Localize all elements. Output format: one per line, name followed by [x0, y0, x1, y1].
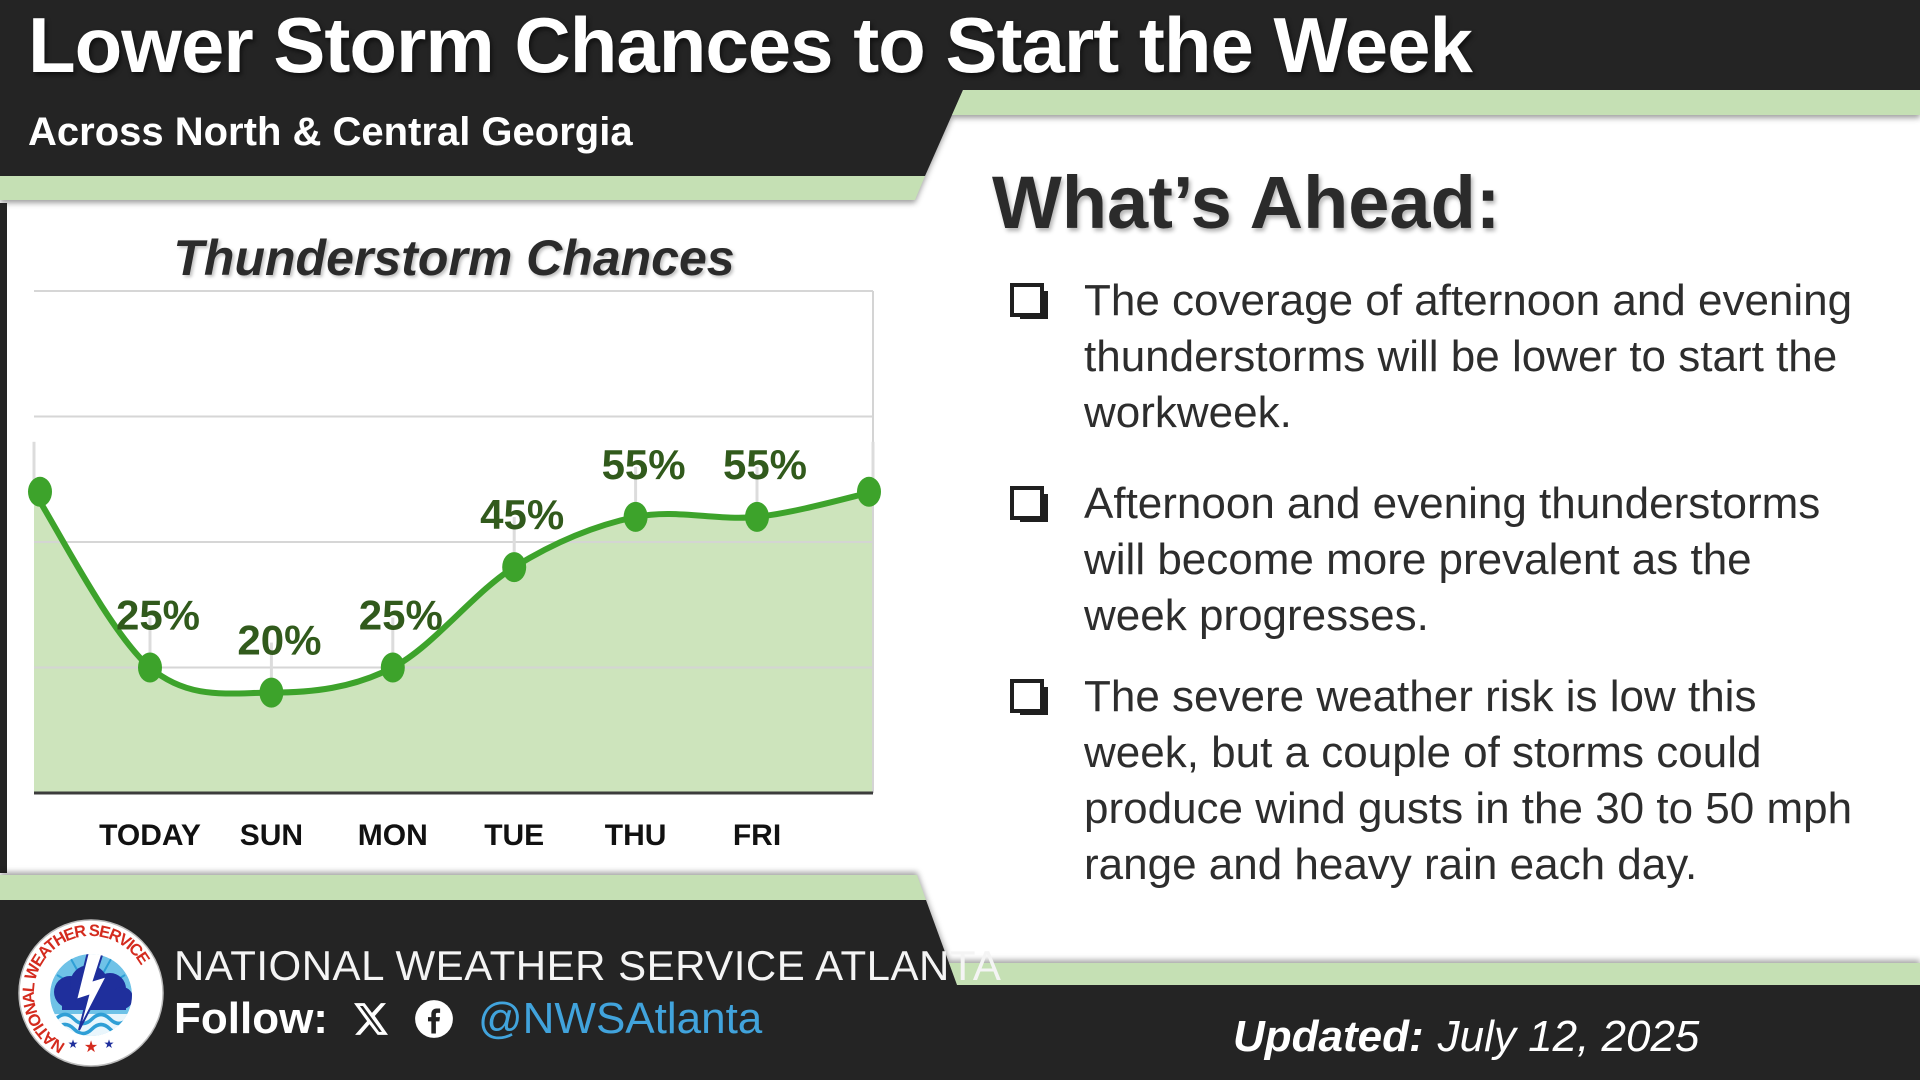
footer-green-band-left	[0, 875, 926, 900]
nws-logo: NATIONAL WEATHER SERVICE ★	[18, 919, 164, 1067]
category-label: FRI	[733, 819, 781, 852]
data-point	[380, 652, 405, 683]
page-subtitle: Across North & Central Georgia	[28, 110, 633, 154]
value-label: 25%	[116, 592, 200, 639]
data-point	[623, 501, 648, 532]
value-label: 20%	[237, 617, 321, 664]
value-label: 25%	[359, 592, 443, 639]
header-black-band	[0, 0, 1920, 176]
footer-banner	[0, 875, 1920, 1080]
header-green-band-right	[952, 90, 1920, 115]
facebook-icon	[415, 1000, 453, 1038]
data-point	[502, 552, 527, 583]
social-handle: @NWSAtlanta	[477, 994, 763, 1043]
checkbox-icon	[1010, 283, 1044, 317]
value-label: 55%	[723, 441, 807, 488]
bullet-text: Afternoon and evening thunderstorms will…	[1084, 479, 1821, 640]
whats-ahead-heading: What’s Ahead:	[992, 161, 1501, 244]
value-label: 55%	[602, 441, 686, 488]
updated-timestamp: Updated: July 12, 2025	[1233, 1012, 1699, 1062]
chart-left-border	[0, 203, 7, 873]
bullet-item: The severe weather risk is low this week…	[1010, 669, 1910, 893]
follow-label: Follow:	[174, 994, 328, 1043]
value-label: 45%	[480, 491, 564, 538]
logo-star-left: ★	[68, 1037, 79, 1051]
category-label: TUE	[484, 819, 544, 852]
logo-star-center: ★	[84, 1039, 98, 1056]
data-point	[138, 652, 162, 683]
lightning-bolt-icon	[74, 954, 109, 1031]
category-label: SUN	[240, 819, 303, 852]
data-point	[259, 677, 284, 708]
data-point	[857, 476, 881, 507]
logo-center-art	[50, 954, 132, 1036]
logo-star-right: ★	[104, 1037, 115, 1051]
footer-black-band	[0, 900, 1920, 1080]
footer-green-band-right	[949, 963, 1920, 985]
footer-org-name: NATIONAL WEATHER SERVICE ATLANTA	[174, 942, 1002, 989]
chart-line	[31, 488, 874, 697]
page-title: Lower Storm Chances to Start the Week	[28, 1, 1473, 89]
category-label: THU	[605, 819, 667, 852]
category-label: TODAY	[99, 819, 201, 852]
checkbox-icon	[1010, 486, 1044, 520]
data-point	[28, 476, 52, 507]
bullet-text: The coverage of afternoon and evening th…	[1084, 276, 1853, 437]
header-banner	[0, 0, 1920, 200]
chart-title: Thunderstorm Chances	[173, 230, 735, 286]
checkbox-icon	[1010, 679, 1044, 713]
updated-label: Updated:	[1233, 1012, 1424, 1061]
updated-date: July 12, 2025	[1437, 1012, 1700, 1061]
bullet-item: Afternoon and evening thunderstorms will…	[1010, 476, 1910, 644]
category-label: MON	[358, 819, 428, 852]
header-green-band-left	[0, 176, 925, 200]
data-point	[745, 501, 769, 532]
x-twitter-icon	[353, 1003, 388, 1035]
bullet-text: The severe weather risk is low this week…	[1084, 672, 1853, 889]
chart-area-fill	[34, 491, 873, 793]
bullet-item: The coverage of afternoon and evening th…	[1010, 273, 1910, 441]
social-row: Follow: @NWSAtlanta	[174, 994, 762, 1044]
